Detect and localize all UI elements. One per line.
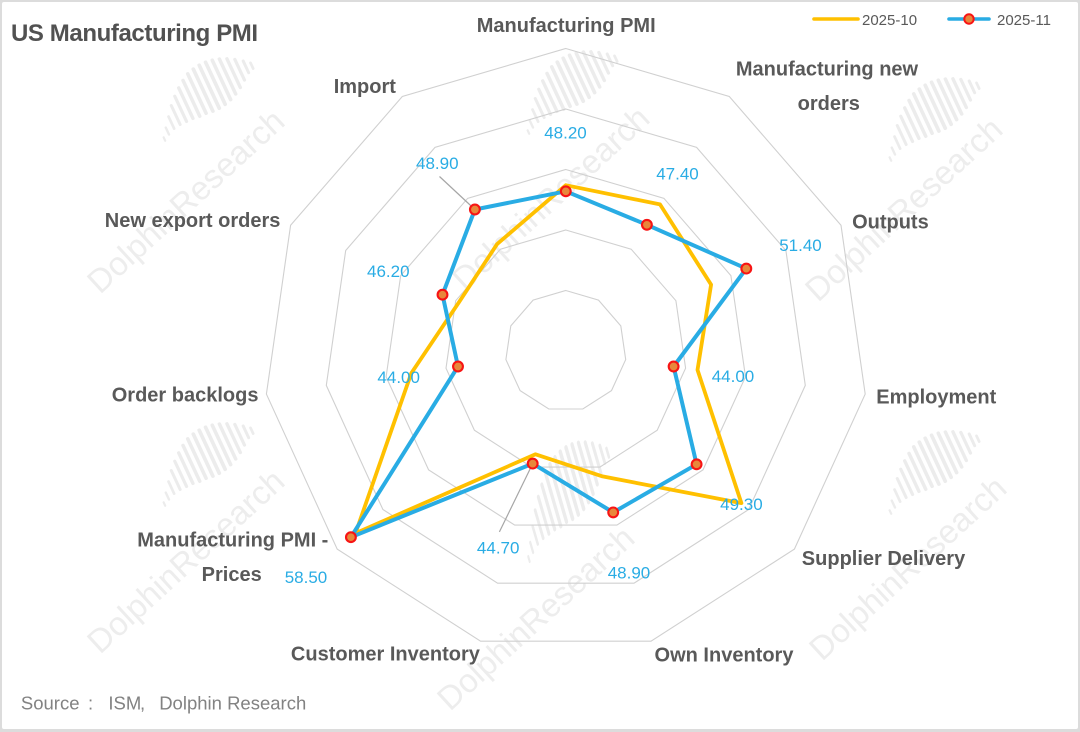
svg-text:Manufacturing new: Manufacturing new <box>736 58 919 80</box>
svg-text::: : <box>88 693 93 714</box>
svg-text:ISM: ISM <box>108 693 141 714</box>
svg-text:48.90: 48.90 <box>416 154 459 173</box>
svg-text:,: , <box>140 693 145 714</box>
svg-text:Employment: Employment <box>876 386 996 408</box>
svg-text:46.20: 46.20 <box>367 262 410 281</box>
svg-text:44.00: 44.00 <box>377 368 420 387</box>
svg-text:orders: orders <box>798 93 860 115</box>
svg-text:48.20: 48.20 <box>544 124 587 143</box>
svg-text:47.40: 47.40 <box>656 165 699 184</box>
svg-text:Outputs: Outputs <box>852 211 929 233</box>
svg-text:44.00: 44.00 <box>712 367 755 386</box>
svg-text:2025-11: 2025-11 <box>997 12 1051 29</box>
svg-text:49.30: 49.30 <box>720 495 763 514</box>
svg-text:Supplier Delivery: Supplier Delivery <box>802 548 966 570</box>
svg-text:Manufacturing PMI -: Manufacturing PMI - <box>137 530 328 552</box>
svg-text:Dolphin Research: Dolphin Research <box>159 693 306 714</box>
svg-text:2025-10: 2025-10 <box>862 12 917 29</box>
svg-text:Customer Inventory: Customer Inventory <box>291 644 481 666</box>
svg-text:51.40: 51.40 <box>779 236 822 255</box>
svg-text:US Manufacturing PMI: US Manufacturing PMI <box>11 20 258 47</box>
svg-text:Order backlogs: Order backlogs <box>112 385 259 407</box>
svg-text:44.70: 44.70 <box>477 539 520 558</box>
svg-text:58.50: 58.50 <box>285 568 328 587</box>
svg-text:Own Inventory: Own Inventory <box>655 644 795 666</box>
svg-text:New export orders: New export orders <box>105 210 281 232</box>
svg-text:Prices: Prices <box>202 564 262 586</box>
svg-text:Source: Source <box>21 693 80 714</box>
svg-text:Manufacturing PMI: Manufacturing PMI <box>477 15 656 37</box>
svg-text:48.90: 48.90 <box>608 564 651 583</box>
svg-text:Import: Import <box>334 76 397 98</box>
